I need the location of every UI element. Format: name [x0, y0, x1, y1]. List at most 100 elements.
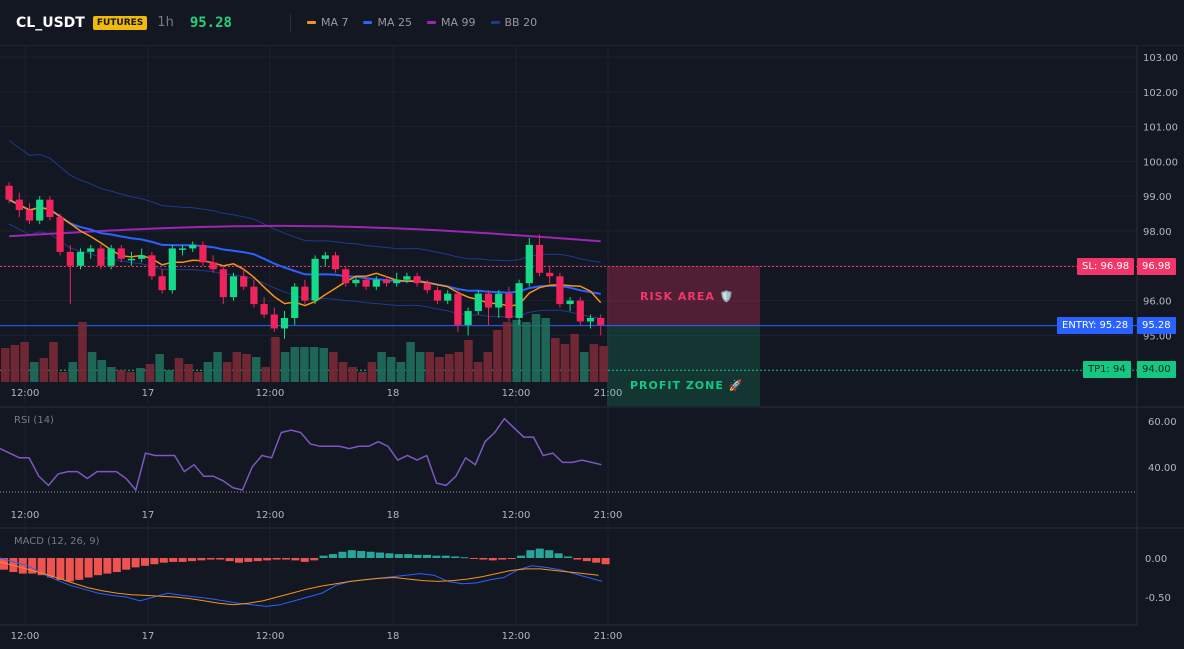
macd-histogram-bar: [488, 558, 497, 561]
macd-histogram-bar: [423, 554, 431, 558]
volume-bar: [444, 354, 454, 382]
volume-bar: [136, 368, 145, 382]
macd-histogram-bar: [206, 558, 215, 560]
macd-tick-label: 0.00: [1145, 554, 1167, 565]
candle-body: [15, 199, 23, 211]
volume-bar: [358, 372, 367, 382]
legend-ma7[interactable]: MA 7: [306, 16, 348, 29]
volume-bar: [242, 354, 251, 382]
macd-histogram-bar: [545, 550, 554, 558]
macd-histogram-bar: [0, 558, 8, 570]
macd-histogram-bar: [470, 558, 478, 559]
time-tick-label: 17: [142, 388, 155, 399]
ma7-swatch: [306, 21, 316, 24]
bb20-swatch: [490, 21, 500, 24]
candle-body: [168, 248, 176, 291]
volume-bar: [454, 352, 464, 382]
candle-body: [444, 293, 452, 301]
macd-histogram-bar: [319, 555, 328, 558]
candle-body: [362, 279, 370, 287]
sl-label: SL: 96.98: [1077, 258, 1135, 275]
macd-histogram-bar: [517, 555, 525, 558]
macd-histogram-bar: [310, 558, 319, 561]
candle-body: [56, 217, 64, 252]
candle-body: [484, 293, 493, 308]
volume-bar: [464, 340, 473, 382]
macd-line: [0, 557, 603, 607]
volume-bar: [522, 322, 531, 382]
macd-histogram-bar: [441, 555, 450, 558]
volume-bar: [502, 322, 512, 382]
candle-body: [138, 255, 146, 259]
time-tick-label: 18: [387, 631, 400, 642]
candle-body: [372, 279, 380, 287]
macd-histogram-bar: [413, 554, 422, 558]
time-tick-label: 12:00: [256, 388, 285, 399]
time-tick-label: 21:00: [594, 631, 623, 642]
profit-zone: [607, 325, 760, 406]
candle-body: [311, 258, 319, 301]
macd-histogram-bar: [573, 558, 582, 560]
entry-label-text: ENTRY: 95.28: [1062, 320, 1129, 331]
macd-histogram-bar: [244, 558, 253, 562]
volume-bar: [68, 362, 78, 382]
volume-bar: [184, 364, 193, 382]
volume-bar: [348, 367, 357, 382]
price-tick-label: 100.00: [1143, 157, 1178, 168]
macd-histogram-bar: [564, 556, 572, 558]
timeframe-label[interactable]: 1h: [157, 15, 174, 30]
macd-histogram-bar: [479, 558, 488, 560]
volume-bar: [551, 338, 560, 382]
legend-ma99[interactable]: MA 99: [427, 16, 476, 29]
futures-badge: FUTURES: [92, 15, 148, 30]
macd-histogram-bar: [263, 558, 272, 561]
legend-ma25[interactable]: MA 25: [363, 16, 412, 29]
rsi-tick-label: 40.00: [1148, 463, 1177, 474]
macd-histogram-bar: [592, 558, 601, 563]
legend-bb20[interactable]: BB 20: [490, 16, 537, 29]
candle-body: [342, 269, 350, 284]
candle-body: [454, 293, 462, 325]
candle-body: [556, 276, 564, 305]
candle-body: [97, 248, 105, 266]
candle-body: [229, 276, 238, 298]
macd-histogram-bar: [131, 558, 140, 568]
macd-histogram-bar: [94, 558, 102, 576]
candle-body: [46, 199, 54, 218]
macd-histogram-bar: [347, 550, 356, 558]
time-tick-label: 12:00: [502, 510, 531, 521]
volume-bar: [174, 358, 184, 382]
entry-label: ENTRY: 95.28: [1057, 317, 1134, 334]
volume-bar: [78, 322, 87, 382]
macd-histogram-bar: [385, 553, 394, 558]
volume-bar: [300, 347, 309, 382]
sl-label-text: SL: 96.98: [1082, 261, 1130, 272]
candle-body: [178, 248, 187, 250]
candle-body: [393, 279, 401, 284]
candle-body: [576, 300, 584, 322]
volume-bar: [194, 372, 203, 382]
volume-bar: [1, 348, 10, 382]
macd-histogram-bar: [282, 558, 290, 560]
symbol-name[interactable]: CL_USDT: [16, 14, 85, 31]
macd-histogram-bar: [188, 558, 196, 562]
macd-histogram-bar: [460, 557, 469, 559]
risk-area-label: RISK AREA 🛡️: [640, 290, 735, 303]
macd-histogram-bar: [122, 558, 131, 570]
volume-bar: [213, 352, 222, 382]
volume-bar: [58, 372, 68, 382]
macd-histogram-bar: [37, 558, 46, 576]
sl-price-tag: 96.98: [1137, 258, 1176, 275]
macd-histogram-bar: [601, 558, 610, 565]
volume-bar: [338, 362, 348, 382]
volume-bar: [531, 314, 541, 382]
macd-histogram-bar: [535, 548, 544, 558]
volume-bar: [97, 360, 106, 382]
volume-bar: [145, 364, 155, 382]
ma99-line: [9, 224, 601, 243]
candle-body: [382, 279, 391, 284]
volume-bar: [396, 362, 406, 382]
macd-histogram-bar: [498, 558, 507, 560]
volume-bar: [473, 362, 483, 382]
